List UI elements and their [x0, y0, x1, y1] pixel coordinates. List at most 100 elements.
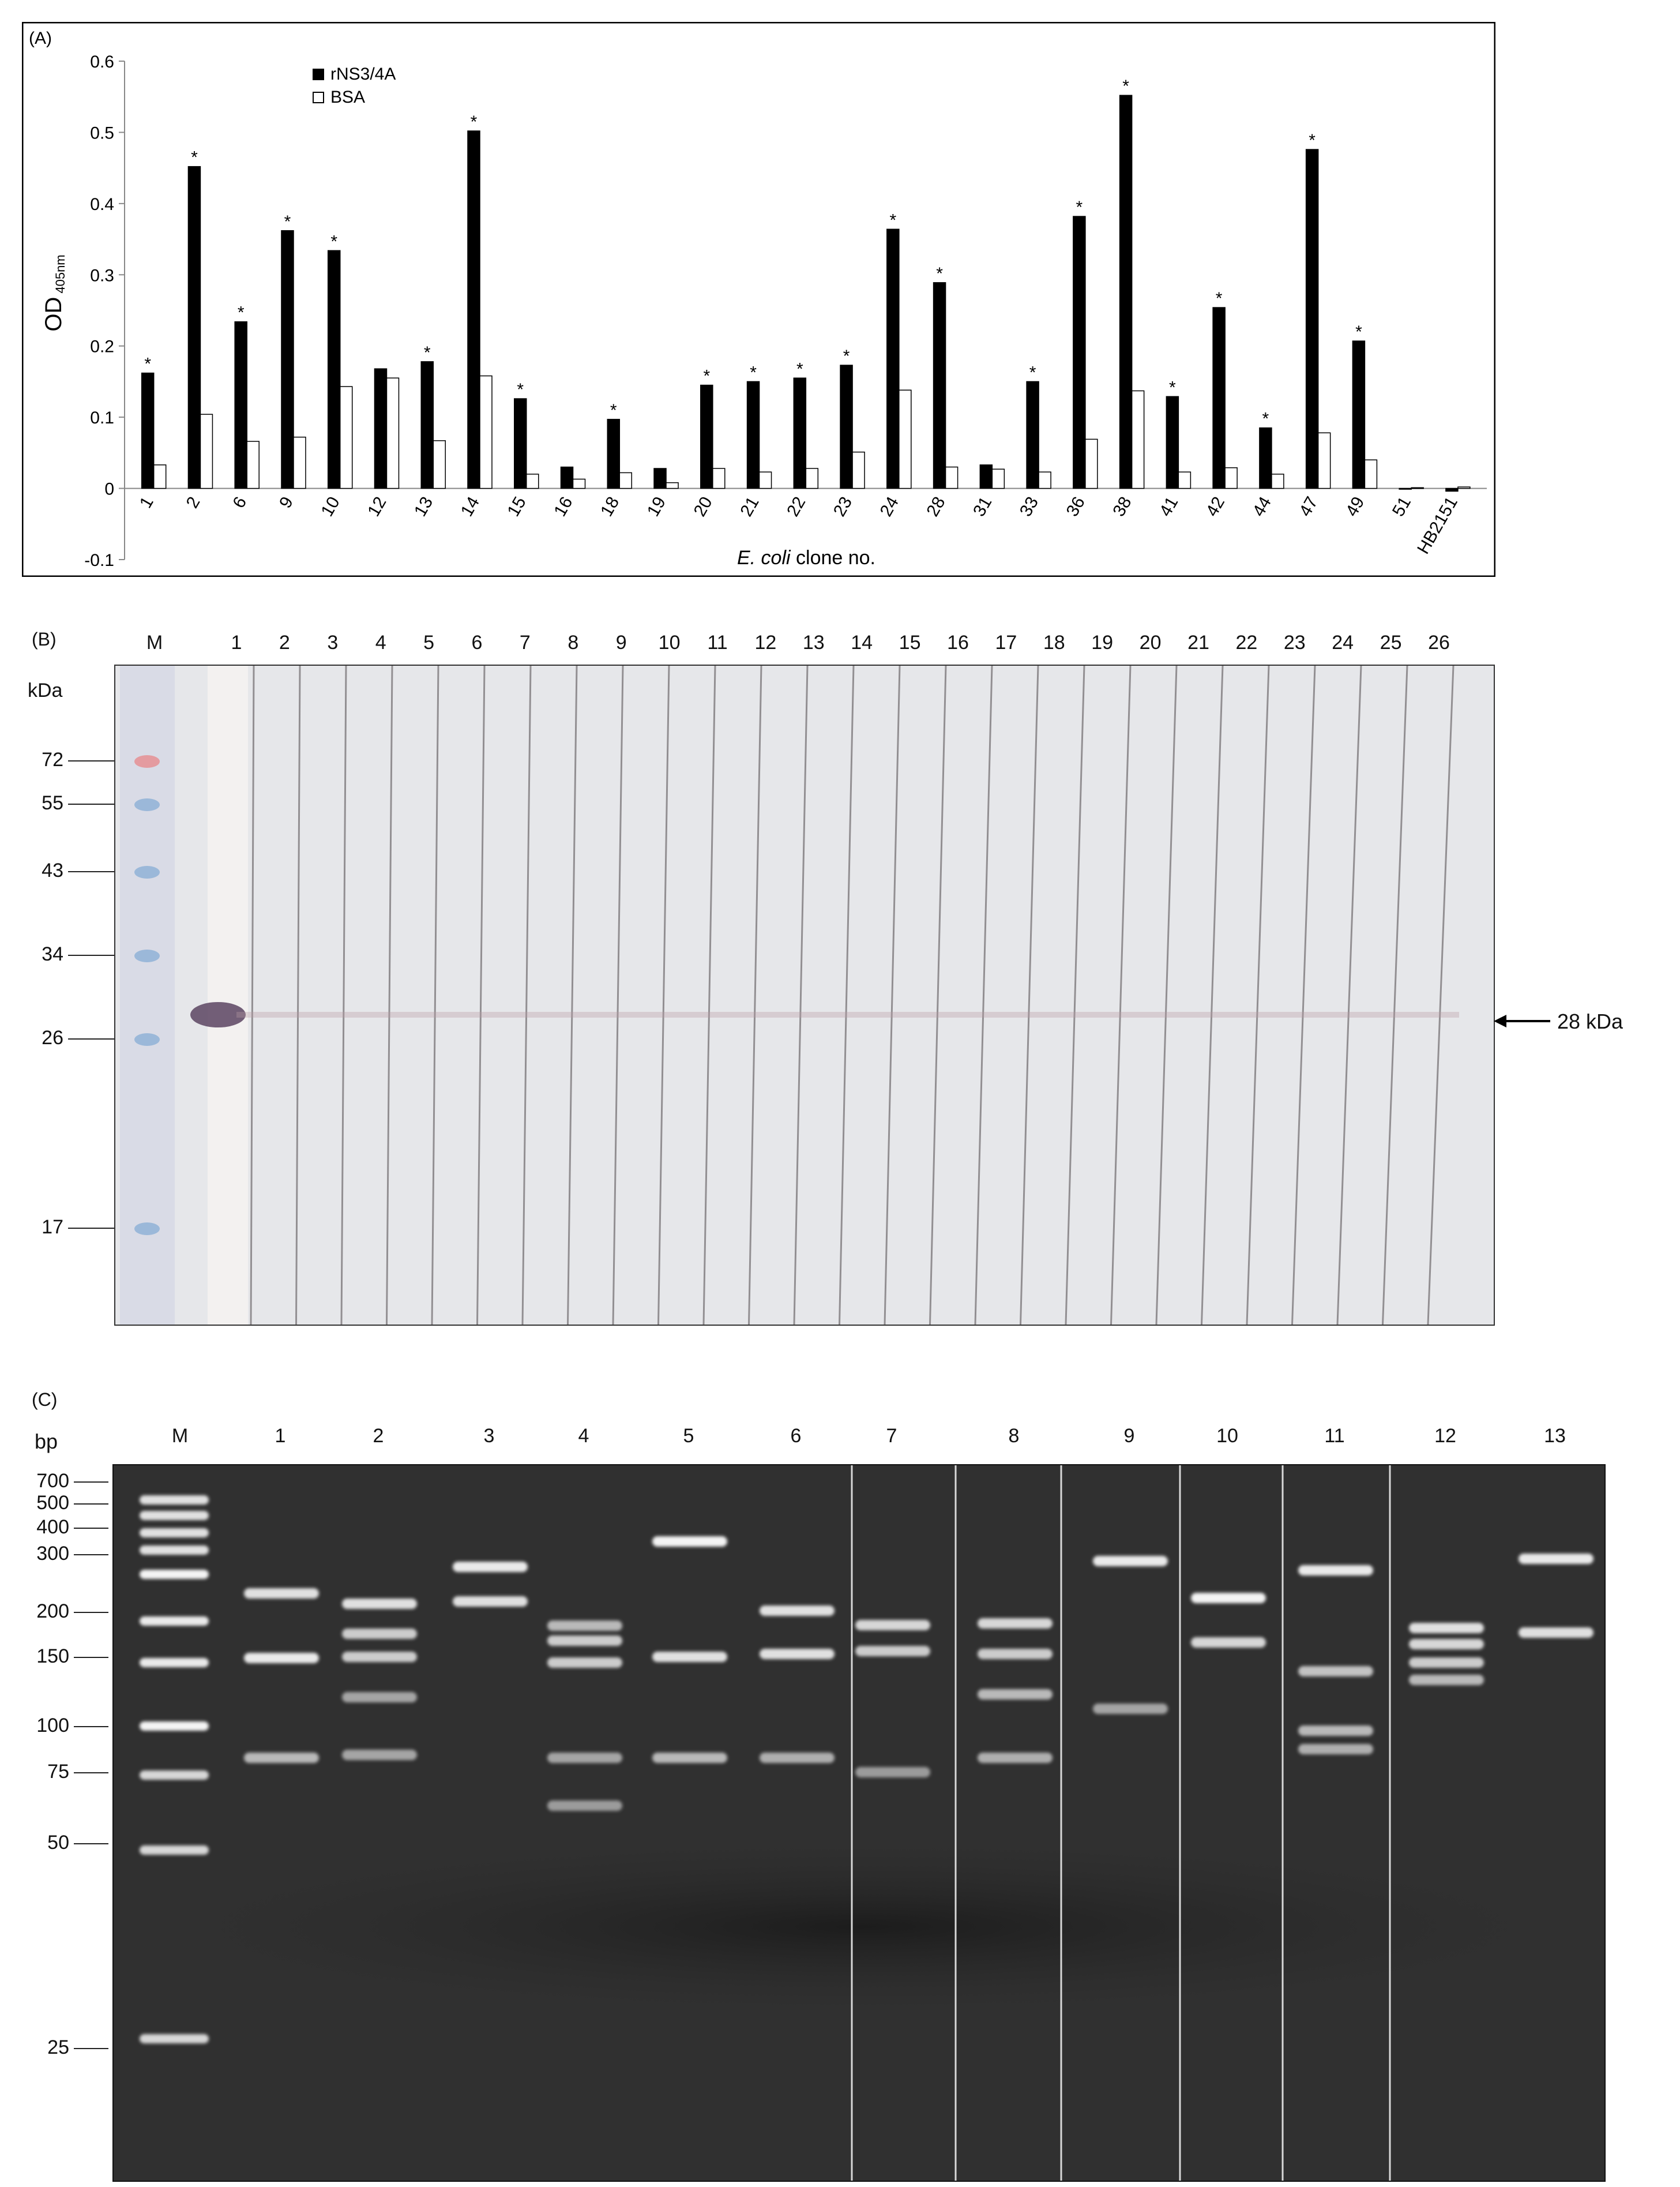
strip-edge	[1427, 666, 1455, 1325]
bar-rns34a	[467, 130, 480, 489]
arrow-head-icon	[1494, 1015, 1506, 1027]
strip-edge	[884, 666, 901, 1325]
significance-star: *	[471, 112, 478, 132]
bar-rns34a	[374, 368, 388, 489]
bar-rns34a	[327, 250, 341, 489]
bar-bsa	[200, 414, 213, 489]
significance-star: *	[1309, 131, 1316, 150]
gel-band	[760, 1649, 835, 1659]
strip-edge	[386, 666, 393, 1325]
strip-edge	[295, 666, 301, 1325]
legend-swatch-bsa	[313, 92, 324, 103]
gel-band	[342, 1750, 417, 1760]
strip-edge	[702, 666, 716, 1325]
gel-band	[855, 1646, 930, 1656]
bar-bsa	[339, 386, 353, 489]
strip-edge	[431, 666, 439, 1325]
lane-label: 25	[1380, 632, 1402, 654]
gel-band	[140, 1721, 209, 1731]
significance-star: *	[1122, 77, 1129, 96]
lane-label: 5	[423, 632, 435, 654]
bar-bsa	[479, 375, 493, 489]
bar-rns34a	[1212, 307, 1226, 489]
gel-band	[1191, 1593, 1266, 1603]
gel-band	[547, 1657, 622, 1668]
bar-rns34a	[1166, 396, 1179, 489]
significance-star: *	[144, 355, 151, 374]
bar-bsa	[1038, 471, 1051, 489]
gel-band	[342, 1599, 417, 1609]
gel-band	[1093, 1556, 1168, 1566]
bar-bsa	[386, 377, 400, 489]
significance-star: *	[1216, 289, 1223, 308]
mw-marker-label: 100	[36, 1715, 69, 1736]
bar-chart: (A) 0.6 0.5 0.4 0.3 0.2 0.1 0 -0.1 * * * * * * * * * * * *…	[21, 21, 1496, 577]
bar-rns34a	[420, 361, 434, 489]
gel-band	[244, 1588, 319, 1599]
lane-label: 8	[567, 632, 579, 654]
mw-marker-tick	[68, 1038, 114, 1040]
bar-rns34a	[1399, 487, 1412, 490]
bar-bsa	[805, 468, 819, 489]
strip-edge	[567, 666, 578, 1325]
lane-label: 1	[231, 632, 242, 654]
gel-band	[1298, 1666, 1373, 1676]
mw-marker-label: 75	[47, 1761, 69, 1783]
mw-marker-label: 34	[42, 943, 63, 965]
mw-marker-label: 43	[42, 860, 63, 881]
gel-band	[244, 1753, 319, 1763]
significance-star: *	[843, 347, 850, 366]
legend-label: BSA	[330, 88, 365, 107]
gel-band	[1298, 1725, 1373, 1736]
lane-label: 2	[279, 632, 290, 654]
gel-band	[1519, 1627, 1593, 1638]
marker-lane-label: M	[146, 632, 163, 654]
bar-bsa	[1457, 486, 1471, 489]
bar-rns34a	[840, 365, 853, 489]
gel-band	[1191, 1637, 1266, 1648]
legend-swatch-rns34a	[313, 69, 324, 80]
mw-marker-label: 55	[42, 792, 63, 814]
lane-label: 23	[1283, 632, 1306, 654]
gel-band	[140, 1616, 209, 1626]
significance-star: *	[517, 380, 524, 399]
strip-edge	[793, 666, 809, 1325]
strip-edge	[657, 666, 670, 1325]
bar-bsa	[526, 474, 539, 489]
bar-bsa	[1271, 474, 1284, 489]
bar-bsa	[619, 472, 633, 489]
blot-image	[115, 666, 1494, 1325]
marker-band	[134, 1033, 160, 1046]
significance-star: *	[796, 359, 803, 378]
bar-bsa	[1131, 390, 1145, 489]
mw-marker-label: 200	[36, 1600, 69, 1622]
gel-band	[140, 1495, 209, 1505]
band-arrow	[1498, 1020, 1550, 1022]
mw-marker-tick	[68, 804, 114, 805]
lane-label: 10	[658, 632, 681, 654]
significance-star: *	[936, 264, 943, 283]
lane-label: 13	[802, 632, 825, 654]
gel-band	[547, 1800, 622, 1811]
gel-band	[453, 1596, 528, 1607]
bar-bsa	[666, 482, 679, 489]
strip-edge	[1336, 666, 1362, 1325]
gel-band	[140, 1770, 209, 1780]
mw-marker-tick	[74, 1657, 108, 1658]
gel-band	[1409, 1657, 1484, 1668]
gel-band	[652, 1753, 727, 1763]
y-tick-label: 0.4	[90, 195, 114, 214]
gel-band	[652, 1536, 727, 1547]
strip-edge	[929, 666, 947, 1325]
mw-marker-tick	[74, 1612, 108, 1613]
marker-band	[134, 950, 160, 962]
mw-marker-tick	[74, 1772, 108, 1773]
gel-band	[1409, 1639, 1484, 1649]
gel-band	[140, 1545, 209, 1555]
gel-band	[760, 1753, 835, 1763]
lane-label: 6	[790, 1425, 802, 1447]
mw-marker-label: 26	[42, 1027, 63, 1049]
mw-marker-label: 700	[36, 1470, 69, 1492]
bar-rns34a	[933, 282, 946, 489]
gel-band	[760, 1605, 835, 1616]
